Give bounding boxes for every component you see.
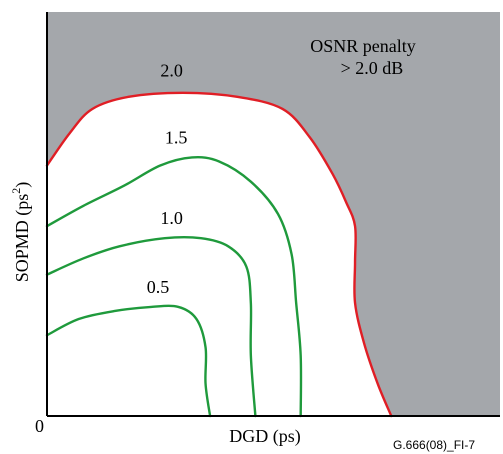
contour-label-1-5: 1.5 (165, 127, 188, 147)
figure-id: G.666(08)_FI-7 (393, 438, 475, 452)
y-axis-label: SOPMD (ps2) (9, 182, 33, 283)
contour-label-2-0: 2.0 (160, 61, 183, 81)
annotation-line-2: > 2.0 dB (341, 58, 404, 78)
y-axis-label-close: ) (12, 182, 33, 188)
x-axis-label: DGD (ps) (229, 426, 301, 447)
origin-label: 0 (35, 416, 44, 436)
contour-line-1-0 (45, 236, 257, 418)
svg-text:SOPMD (ps2): SOPMD (ps2) (9, 182, 33, 283)
contour-line-1-5 (45, 156, 303, 418)
contour-line-0-5 (45, 304, 212, 418)
y-axis-label-superscript: 2 (9, 188, 23, 194)
contour-group (45, 91, 393, 418)
acceptable-region (47, 92, 392, 417)
contour-label-1-0: 1.0 (160, 208, 183, 228)
contour-line-2-0 (45, 91, 393, 418)
contour-label-group: 2.0 1.5 1.0 0.5 (147, 61, 188, 297)
contour-label-0-5: 0.5 (147, 277, 170, 297)
annotation-line-1: OSNR penalty (310, 36, 416, 56)
y-axis-label-main: SOPMD (ps (12, 194, 33, 283)
